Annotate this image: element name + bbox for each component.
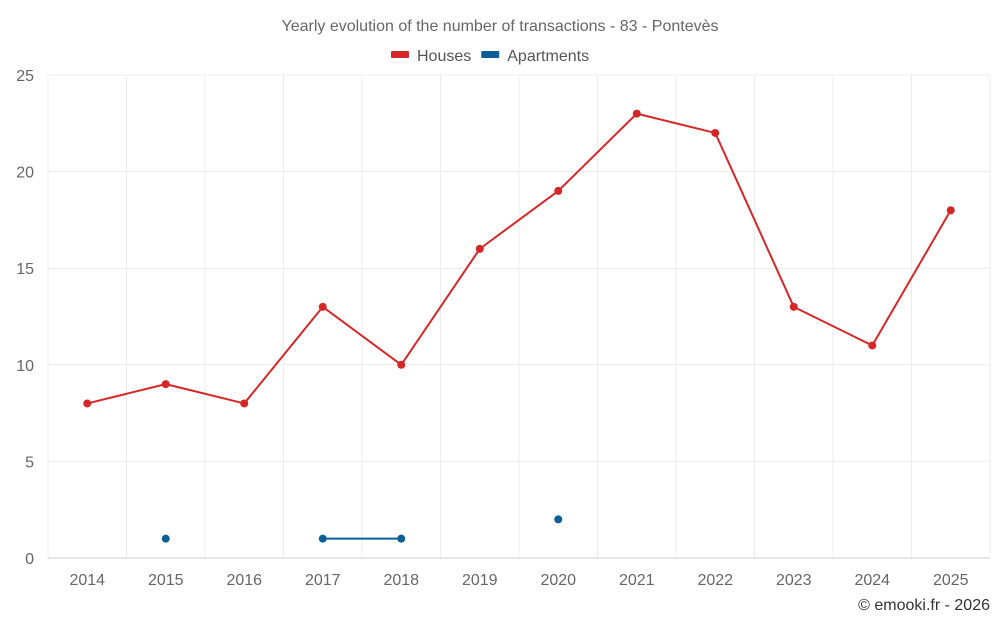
y-tick-label: 15 <box>16 261 34 278</box>
data-point[interactable] <box>475 244 484 253</box>
legend-item-houses[interactable]: Houses <box>391 48 471 65</box>
x-tick-label: 2020 <box>540 572 576 589</box>
y-tick-label: 25 <box>16 68 34 85</box>
series-layer <box>83 109 955 543</box>
x-tick-label: 2025 <box>933 572 969 589</box>
x-tick-label: 2015 <box>148 572 184 589</box>
legend-swatch <box>481 51 500 58</box>
legend-swatch <box>391 51 409 58</box>
data-point[interactable] <box>632 109 641 118</box>
y-tick-label: 20 <box>16 165 34 182</box>
x-tick-label: 2019 <box>462 572 498 589</box>
series-line <box>87 112 952 405</box>
data-point[interactable] <box>161 534 170 543</box>
data-point[interactable] <box>318 534 327 543</box>
x-tick-label: 2014 <box>69 572 105 589</box>
x-tick-label: 2022 <box>697 572 733 589</box>
x-tick-label: 2024 <box>854 572 890 589</box>
x-tick-label: 2018 <box>383 572 419 589</box>
x-tick-label: 2016 <box>226 572 262 589</box>
x-tick-label: 2017 <box>305 572 341 589</box>
legend-label: Houses <box>417 48 471 65</box>
grid <box>47 74 991 559</box>
y-tick-label: 5 <box>25 454 34 471</box>
data-point[interactable] <box>83 399 92 408</box>
data-point[interactable] <box>711 128 720 137</box>
data-point[interactable] <box>789 302 798 311</box>
data-point[interactable] <box>554 186 563 195</box>
data-point[interactable] <box>397 360 406 369</box>
series-apartments <box>161 515 563 543</box>
legend: Houses Apartments <box>391 48 589 65</box>
x-axis-ticks: 2014 2015 2016 2017 2018 2019 2020 2021 2022 2023… <box>69 572 968 589</box>
data-point[interactable] <box>318 302 327 311</box>
y-tick-label: 0 <box>25 551 34 568</box>
x-tick-label: 2021 <box>619 572 655 589</box>
series-houses <box>83 109 955 408</box>
credit-text: © emooki.fr - 2026 <box>858 597 990 614</box>
y-tick-label: 10 <box>16 358 34 375</box>
chart-title: Yearly evolution of the number of transa… <box>282 18 719 35</box>
data-point[interactable] <box>554 515 563 524</box>
data-point[interactable] <box>161 380 170 389</box>
data-point[interactable] <box>240 399 249 408</box>
data-point[interactable] <box>946 206 955 215</box>
legend-item-apartments[interactable]: Apartments <box>481 48 589 65</box>
y-axis-ticks: 0 5 10 15 20 25 <box>16 68 34 568</box>
data-point[interactable] <box>397 534 406 543</box>
legend-label: Apartments <box>507 48 589 65</box>
data-point[interactable] <box>868 341 877 350</box>
x-tick-label: 2023 <box>776 572 812 589</box>
